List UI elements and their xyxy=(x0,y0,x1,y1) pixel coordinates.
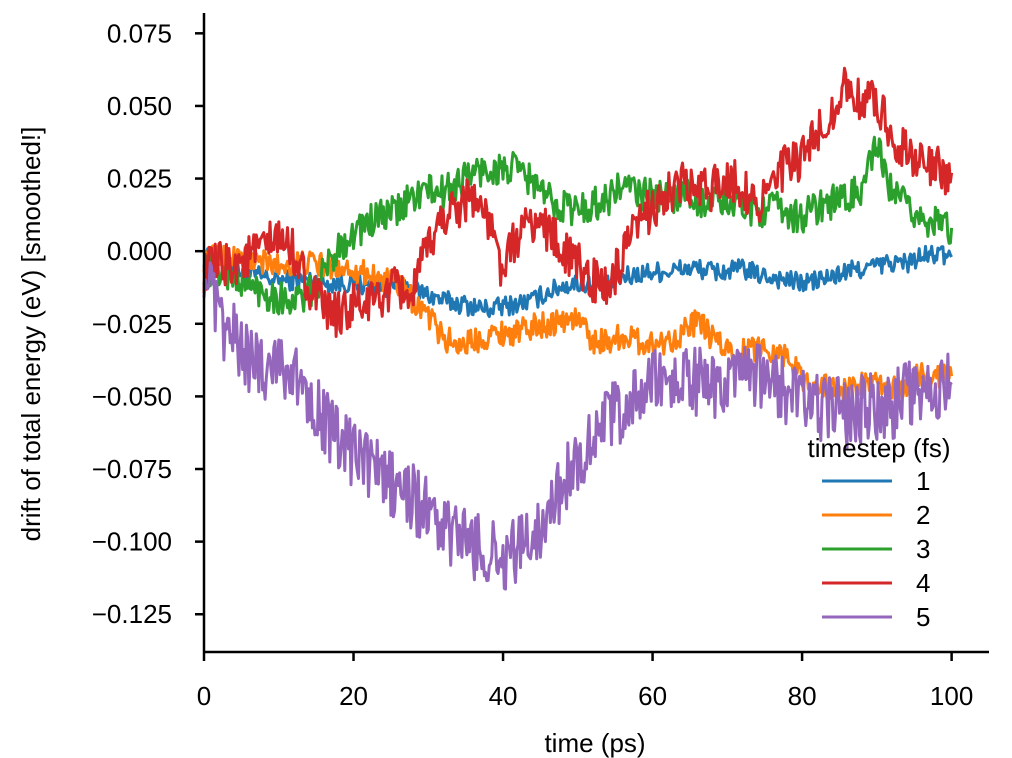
series-line-4 xyxy=(202,66,954,338)
x-ticks: 0 20 40 60 80 100 xyxy=(197,652,973,711)
legend-label-3: 3 xyxy=(916,534,930,564)
y-tick-label: −0.050 xyxy=(92,381,172,411)
axes xyxy=(202,13,989,654)
x-tick-label: 0 xyxy=(197,681,211,711)
y-tick-label: −0.075 xyxy=(92,454,172,484)
legend-label-5: 5 xyxy=(916,602,930,632)
x-tick-label: 40 xyxy=(489,681,518,711)
y-tick-label: 0.050 xyxy=(107,91,172,121)
series-line-5 xyxy=(202,261,953,591)
legend-label-1: 1 xyxy=(916,466,930,496)
x-tick-label: 60 xyxy=(638,681,667,711)
y-tick-label: 0.075 xyxy=(107,18,172,48)
x-tick-label: 100 xyxy=(930,681,973,711)
y-tick-label: 0.025 xyxy=(107,164,172,194)
legend-label-2: 2 xyxy=(916,500,930,530)
y-ticks: 0.075 0.050 0.025 0.000 −0.025 −0.050 −0.075 −0… xyxy=(92,18,204,629)
legend: timestep (fs) 1 2 3 4 5 xyxy=(807,433,950,632)
plot-lines xyxy=(202,66,954,591)
y-tick-label: −0.025 xyxy=(92,309,172,339)
y-tick-label: −0.100 xyxy=(92,527,172,557)
y-axis-label: drift of total energy (eV) [smoothed!] xyxy=(16,127,46,542)
legend-title: timestep (fs) xyxy=(807,433,950,463)
x-tick-label: 20 xyxy=(339,681,368,711)
x-tick-label: 80 xyxy=(788,681,817,711)
y-tick-label: −0.125 xyxy=(92,599,172,629)
series-line-3 xyxy=(202,135,954,316)
legend-label-4: 4 xyxy=(916,568,930,598)
y-tick-label: 0.000 xyxy=(107,236,172,266)
x-axis-label: time (ps) xyxy=(544,728,645,758)
